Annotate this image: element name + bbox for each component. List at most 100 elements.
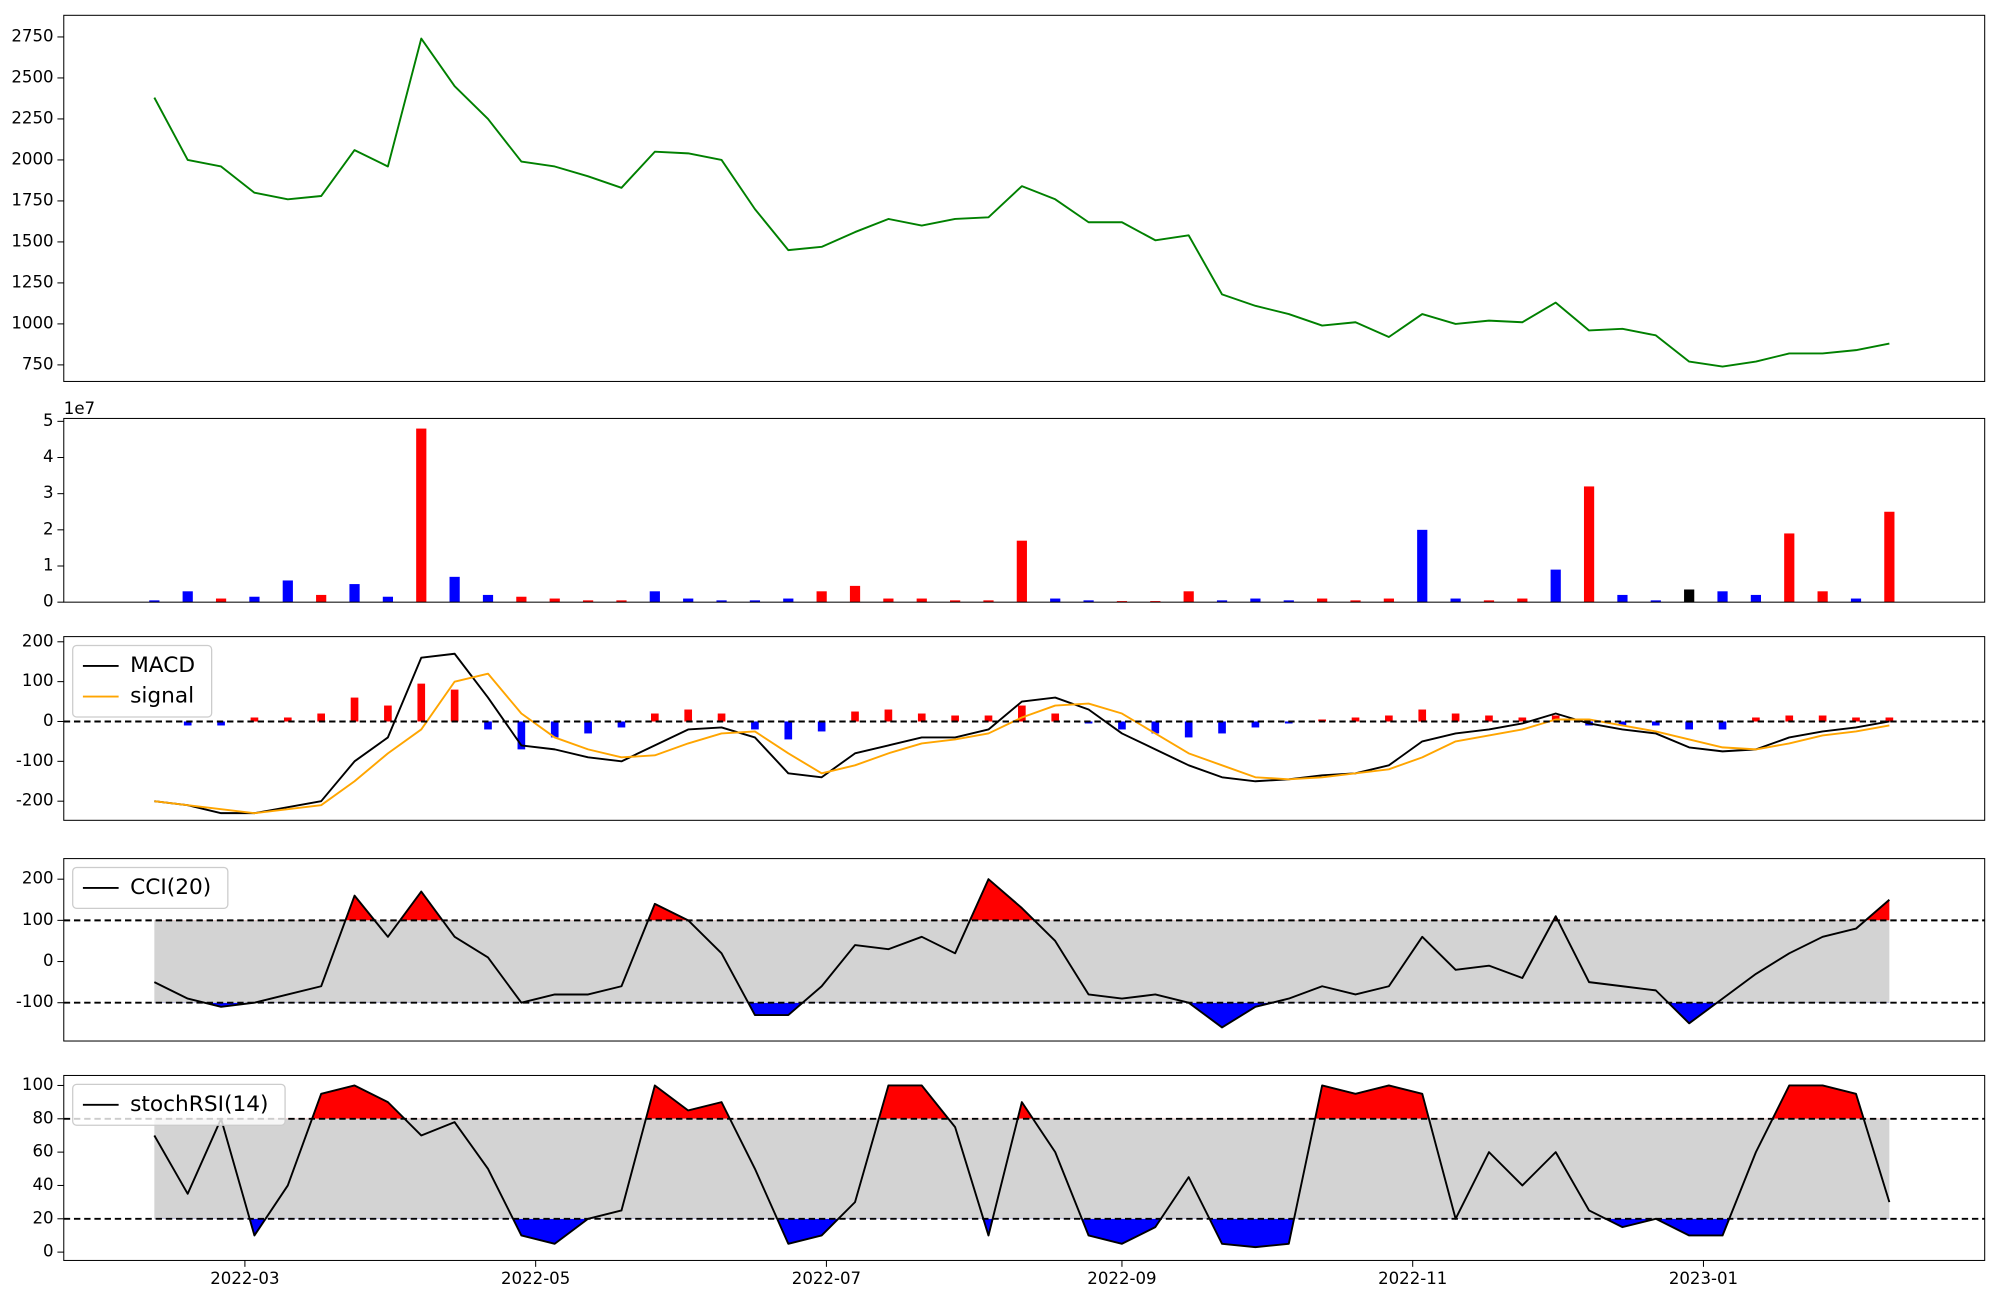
histogram-bar xyxy=(250,717,259,722)
bar xyxy=(616,600,627,603)
y-tick-label: 200 xyxy=(22,631,54,650)
histogram-bar xyxy=(1118,721,1126,730)
line xyxy=(153,1084,1891,1249)
y-tick-label: 1500 xyxy=(11,231,53,250)
bar xyxy=(950,600,961,603)
histogram-bar xyxy=(817,721,826,732)
legend: MACD signal xyxy=(72,644,213,718)
bar xyxy=(249,596,260,603)
histogram-bar xyxy=(684,709,693,722)
histogram-bar xyxy=(1685,721,1693,730)
legend-box xyxy=(72,866,229,909)
histogram-bar xyxy=(584,721,592,734)
bar xyxy=(1884,511,1895,603)
histogram-bar xyxy=(1518,717,1527,722)
plot-area xyxy=(63,878,1985,1029)
axes-frame xyxy=(63,417,1986,603)
y-tick-label: 2000 xyxy=(11,149,53,168)
histogram-bar xyxy=(1018,705,1026,722)
bar xyxy=(783,598,794,603)
axis-offset-label: 1e7 xyxy=(64,399,95,418)
bar xyxy=(215,598,227,603)
y-tick-label: 3 xyxy=(43,483,54,502)
bar xyxy=(1050,598,1061,603)
histogram-bar xyxy=(283,717,292,722)
histogram-bar xyxy=(1151,721,1160,734)
histogram-bar xyxy=(484,721,492,730)
histogram-bar xyxy=(1718,721,1727,730)
y-tick-label: 40 xyxy=(32,1175,53,1194)
plot-area xyxy=(63,652,1985,815)
y-tick-label: 1250 xyxy=(11,272,53,291)
bar xyxy=(1583,486,1595,603)
bar xyxy=(1383,598,1394,603)
bar xyxy=(1817,591,1828,603)
histogram-bar xyxy=(651,713,659,722)
histogram-bar xyxy=(217,721,225,726)
y-tick-label: 0 xyxy=(43,592,54,611)
histogram-bar xyxy=(951,715,959,722)
bar xyxy=(516,596,527,603)
plot-area xyxy=(153,37,1890,368)
panel: -100 0 100 200 CCI(20) xyxy=(16,858,1986,1042)
bar xyxy=(1183,591,1194,603)
panel: -200 -100 0 100 200 MACD signal xyxy=(16,631,1986,821)
panel: 0 20 40 60 80 100 2022-03 2022-05 2022-07 2022-09… xyxy=(22,1074,1986,1288)
histogram-bar xyxy=(1385,715,1393,722)
x-tick-label: 2022-07 xyxy=(792,1269,861,1288)
bar xyxy=(983,600,994,603)
bar xyxy=(549,598,560,603)
bar xyxy=(182,591,193,603)
panel: 0 1 2 3 4 5 1e7 xyxy=(43,399,1986,611)
bar xyxy=(282,580,293,603)
bar xyxy=(683,598,694,603)
x-tick-label: 2022-03 xyxy=(210,1269,279,1288)
bar xyxy=(849,585,861,603)
axes-frame xyxy=(63,858,1986,1042)
neutral-band xyxy=(154,920,1890,1003)
bar xyxy=(1016,540,1027,603)
histogram-bar xyxy=(1818,715,1827,722)
bar xyxy=(1483,600,1495,603)
legend-label: stochRSI(14) xyxy=(130,1092,268,1117)
bar xyxy=(1350,600,1361,603)
y-tick-label: -100 xyxy=(16,992,54,1011)
histogram-bar xyxy=(450,689,459,722)
histogram-bar xyxy=(1351,717,1360,722)
bar xyxy=(316,594,327,603)
bar xyxy=(816,591,827,603)
legend-label: CCI(20) xyxy=(130,875,211,900)
axes-frame xyxy=(63,14,1986,382)
histogram-bar xyxy=(784,721,793,740)
bar xyxy=(749,600,761,603)
histogram-bar xyxy=(717,713,726,722)
histogram-bar xyxy=(1418,709,1427,722)
y-tick-label: 1750 xyxy=(11,190,53,209)
bar xyxy=(1784,533,1795,603)
bar xyxy=(416,428,427,603)
histogram-bar xyxy=(517,721,526,750)
axes-frame xyxy=(63,636,1986,821)
neutral-band xyxy=(154,1118,1890,1219)
histogram-bar xyxy=(884,709,893,722)
bar xyxy=(1317,598,1328,603)
y-tick-label: 80 xyxy=(32,1108,53,1127)
y-tick-label: 100 xyxy=(22,671,54,690)
bar xyxy=(1850,598,1862,603)
histogram-bar xyxy=(1485,715,1493,722)
y-tick-label: 1000 xyxy=(11,313,53,332)
plot-area xyxy=(149,428,1895,603)
histogram-bar xyxy=(417,683,426,722)
x-tick-label: 2022-09 xyxy=(1087,1269,1156,1288)
overbought-fill xyxy=(221,1085,1864,1119)
bar xyxy=(883,598,894,603)
legend-box xyxy=(72,644,213,718)
y-tick-label: 2500 xyxy=(11,67,53,86)
histogram-bar xyxy=(617,721,626,728)
bar xyxy=(916,598,927,603)
bar xyxy=(1116,601,1128,603)
legend: CCI(20) xyxy=(72,866,229,909)
histogram-bar xyxy=(984,715,993,722)
